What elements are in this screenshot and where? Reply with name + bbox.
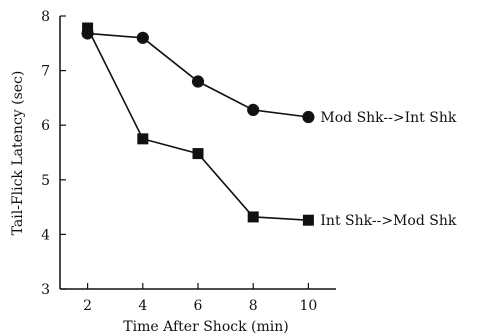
data-point xyxy=(137,133,149,145)
data-point xyxy=(247,211,259,223)
series-label: Mod Shk-->Int Shk xyxy=(320,110,456,126)
y-tick-label: 5 xyxy=(41,173,50,189)
y-tick-label: 6 xyxy=(41,118,50,134)
y-tick-label: 3 xyxy=(41,282,50,298)
y-axis: 3 4 5 6 7 8 Tail-Flick Latency (sec) xyxy=(10,9,66,298)
x-tick-label: 2 xyxy=(83,298,92,314)
x-axis: 2 4 6 8 10 Time After Shock (min) xyxy=(60,283,336,335)
series-1: Mod Shk-->Int Shk xyxy=(81,27,457,126)
series-layer: Mod Shk-->Int Shk Int Shk-->Mod Shk xyxy=(81,22,457,229)
x-axis-label: Time After Shock (min) xyxy=(123,319,288,335)
data-point xyxy=(192,148,204,160)
series-line xyxy=(86,27,309,222)
series-label: Int Shk-->Mod Shk xyxy=(320,213,456,229)
data-point-outline xyxy=(302,110,315,124)
data-point xyxy=(82,22,94,34)
y-tick-label: 8 xyxy=(41,9,50,25)
data-point-outline xyxy=(191,75,205,88)
data-point-outline xyxy=(247,103,260,117)
x-tick-label: 8 xyxy=(249,298,258,314)
x-ticks: 2 4 6 8 10 xyxy=(83,283,317,314)
x-tick-label: 10 xyxy=(299,298,317,314)
x-tick-label: 4 xyxy=(138,298,147,314)
y-axis-label: Tail-Flick Latency (sec) xyxy=(10,71,26,236)
x-tick-label: 6 xyxy=(194,298,203,314)
series-2: Int Shk-->Mod Shk xyxy=(82,22,457,229)
data-point-outline xyxy=(136,31,149,44)
data-point xyxy=(302,214,314,226)
y-tick-label: 7 xyxy=(41,64,50,80)
series-line xyxy=(87,32,309,118)
y-ticks: 3 4 5 6 7 8 xyxy=(41,9,66,298)
y-tick-label: 4 xyxy=(41,227,50,243)
